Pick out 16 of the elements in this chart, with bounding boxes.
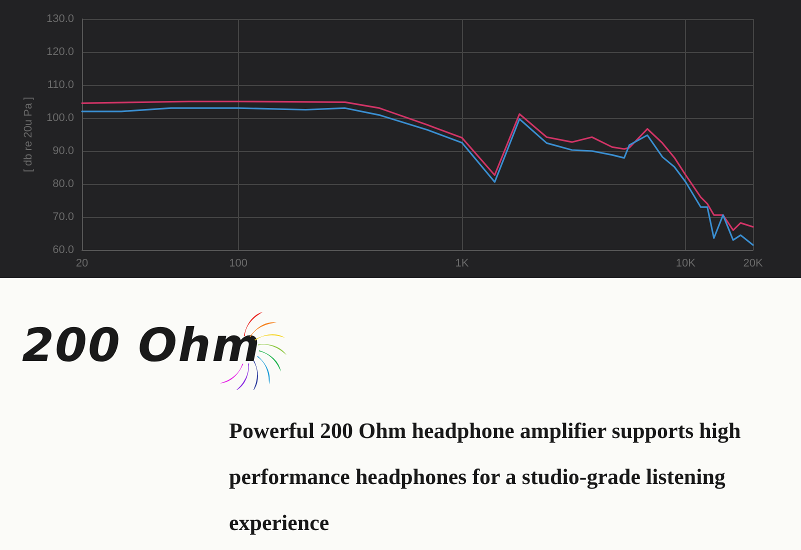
y-tick-label: 110.0 bbox=[47, 79, 74, 91]
y-tick-label: 130.0 bbox=[46, 13, 74, 25]
text: Powerful 200 Ohm headphone amplifier supports high performance headphones for a studio-grade listening experience bbox=[229, 417, 742, 537]
x-tick-label: 1K bbox=[455, 258, 470, 270]
y-tick-label: 90.0 bbox=[52, 145, 74, 157]
y-tick-label: 70.0 bbox=[52, 211, 74, 223]
text: 200 Ohm bbox=[22, 318, 261, 372]
x-tick-label: 100 bbox=[229, 258, 248, 270]
y-tick-label: 60.0 bbox=[52, 244, 74, 256]
y-tick-label: 100.0 bbox=[46, 112, 74, 124]
y-tick-label: 80.0 bbox=[52, 178, 74, 190]
x-tick-label: 20 bbox=[76, 258, 88, 270]
y-tick-label: 120.0 bbox=[46, 46, 74, 58]
y-axis-title: [ db re 20u Pa ] bbox=[22, 96, 34, 172]
x-tick-label: 20K bbox=[743, 258, 764, 270]
x-tick-label: 10K bbox=[676, 258, 696, 270]
